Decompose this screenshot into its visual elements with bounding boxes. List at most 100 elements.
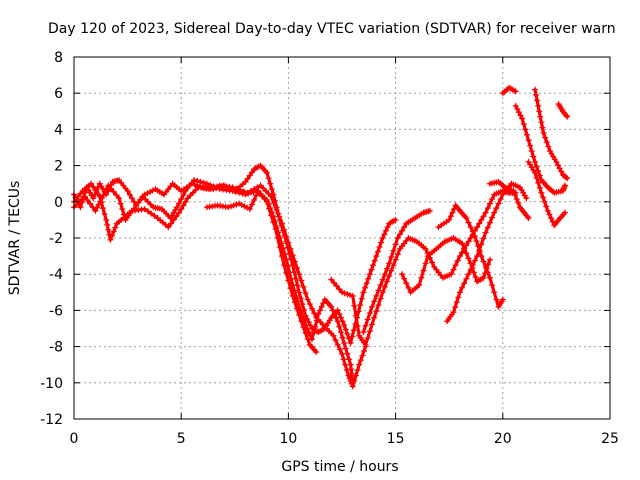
data-point (373, 253, 380, 260)
data-point (545, 143, 552, 150)
data-point (405, 284, 412, 291)
data-point (366, 271, 373, 278)
data-point (495, 200, 502, 207)
data-point (285, 239, 292, 246)
data-point (281, 226, 288, 233)
data-point (482, 229, 489, 236)
data-point (374, 248, 381, 255)
data-point (377, 282, 384, 289)
data-point (394, 251, 401, 258)
data-point (207, 182, 214, 189)
data-point (536, 108, 543, 115)
series-s11 (499, 84, 519, 97)
data-point (92, 207, 99, 214)
y-tick-label: -4 (49, 267, 63, 283)
data-point (364, 335, 371, 342)
data-point (120, 211, 127, 218)
data-point (102, 188, 109, 195)
data-point (79, 196, 86, 203)
data-point (293, 305, 300, 312)
data-point (197, 178, 204, 185)
data-point (165, 224, 172, 231)
data-point (285, 277, 292, 284)
data-point (176, 200, 183, 207)
data-point (272, 225, 279, 232)
data-point (463, 250, 470, 257)
data-point (465, 255, 472, 262)
data-point (107, 236, 114, 243)
data-point (87, 200, 94, 207)
data-point (420, 267, 427, 274)
data-point (352, 372, 359, 379)
data-point (459, 240, 466, 247)
data-point (533, 174, 540, 181)
data-point (535, 179, 542, 186)
data-point (564, 175, 571, 182)
data-point (103, 216, 110, 223)
data-point (287, 285, 294, 292)
y-tick-labels: -12 -10 -8 -6 -4 -2 0 2 4 6 8 (40, 50, 63, 428)
data-point (187, 192, 194, 199)
data-layer (71, 84, 571, 390)
data-point (344, 291, 351, 298)
data-point (262, 187, 269, 194)
data-point (351, 302, 358, 309)
data-point (491, 289, 498, 296)
data-point (469, 228, 476, 235)
data-point (92, 187, 99, 194)
data-point (251, 186, 258, 193)
data-point (276, 213, 283, 220)
data-point (360, 329, 367, 336)
data-point (343, 367, 350, 374)
data-point (354, 367, 361, 374)
data-point (180, 192, 187, 199)
data-point (240, 188, 247, 195)
data-point (299, 301, 306, 308)
data-point (113, 192, 120, 199)
data-point (263, 198, 270, 205)
data-point (401, 275, 408, 282)
data-point (535, 102, 542, 109)
data-point (381, 283, 388, 290)
data-point (131, 198, 138, 205)
data-point (133, 202, 140, 209)
data-point (484, 269, 491, 276)
data-point (489, 196, 496, 203)
data-point (539, 124, 546, 131)
data-point (360, 348, 367, 355)
data-point (151, 212, 158, 219)
data-point (563, 174, 570, 181)
data-point (304, 296, 311, 303)
data-point (375, 301, 382, 308)
data-point (461, 280, 468, 287)
data-point (381, 231, 388, 238)
data-point (548, 215, 555, 222)
data-point (274, 235, 281, 241)
data-point (237, 187, 244, 194)
data-point (268, 212, 275, 219)
data-point (182, 198, 189, 205)
data-point (463, 275, 470, 282)
data-point (390, 262, 397, 269)
data-point (148, 210, 155, 217)
data-point (296, 311, 303, 318)
data-point (525, 215, 532, 222)
data-point (339, 289, 345, 296)
data-point (350, 327, 357, 334)
data-point (556, 165, 563, 172)
data-point (291, 258, 298, 265)
data-point (254, 184, 261, 191)
data-point (546, 211, 553, 218)
data-point (170, 216, 177, 223)
data-point (523, 195, 530, 202)
data-point (244, 175, 251, 182)
data-point (478, 241, 485, 248)
data-point (357, 357, 364, 364)
data-point (363, 280, 370, 287)
data-point (310, 330, 317, 337)
data-point (375, 287, 382, 294)
data-point (470, 269, 477, 276)
data-point (365, 275, 372, 282)
data-point (384, 265, 391, 272)
data-point (265, 190, 272, 197)
